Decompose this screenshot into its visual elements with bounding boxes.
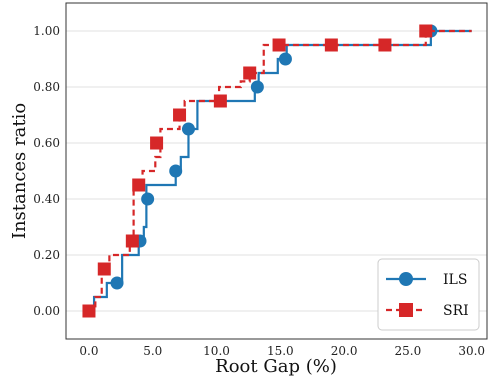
y-tick-label: 0.00	[33, 304, 60, 318]
legend-ils-marker	[399, 272, 413, 286]
legend-sri-label: SRI	[443, 303, 469, 319]
y-tick-label: 1.00	[33, 24, 60, 38]
series-sri-point	[213, 94, 227, 108]
x-tick-label: 30.0	[458, 344, 485, 358]
x-tick-label: 0.0	[79, 344, 98, 358]
y-axis-ticks: 0.00 0.20 0.40 0.60 0.80 1.00	[33, 24, 60, 318]
series-sri-point	[419, 24, 433, 38]
series-sri-point	[82, 304, 96, 318]
series-sri-point	[272, 38, 286, 52]
x-tick-label: 25.0	[395, 344, 422, 358]
y-axis-label: Instances ratio	[9, 103, 30, 239]
series-ils-point	[250, 80, 264, 94]
series-sri-point	[125, 234, 139, 248]
x-tick-label: 5.0	[143, 344, 162, 358]
x-tick-label: 20.0	[331, 344, 358, 358]
series-sri-point	[150, 136, 164, 150]
series-sri-point	[378, 38, 392, 52]
series-layer	[82, 24, 472, 318]
series-ils-point	[169, 164, 183, 178]
y-tick-label: 0.20	[33, 248, 60, 262]
y-tick-label: 0.80	[33, 80, 60, 94]
x-tick-label: 15.0	[267, 344, 294, 358]
legend: ILS SRI	[377, 258, 480, 331]
series-sri-point	[132, 178, 146, 192]
legend-box	[377, 258, 480, 331]
series-sri-point	[173, 108, 187, 122]
series-sri-point	[324, 38, 338, 52]
series-ils-point	[141, 192, 155, 206]
x-tick-label: 10.0	[203, 344, 230, 358]
legend-sri-marker	[399, 303, 413, 317]
x-axis-ticks: 0.0 5.0 10.0 15.0 20.0 25.0 30.0	[79, 344, 485, 358]
series-ils-point	[278, 52, 292, 66]
series-ils-point	[110, 276, 124, 290]
series-sri-point	[97, 262, 111, 276]
x-axis-label: Root Gap (%)	[215, 356, 337, 377]
series-ils-point	[181, 122, 195, 136]
y-tick-label: 0.40	[33, 192, 60, 206]
plot-frame	[65, 2, 488, 340]
y-tick-label: 0.60	[33, 136, 60, 150]
legend-ils-label: ILS	[443, 272, 467, 288]
series-sri-point	[243, 66, 257, 80]
